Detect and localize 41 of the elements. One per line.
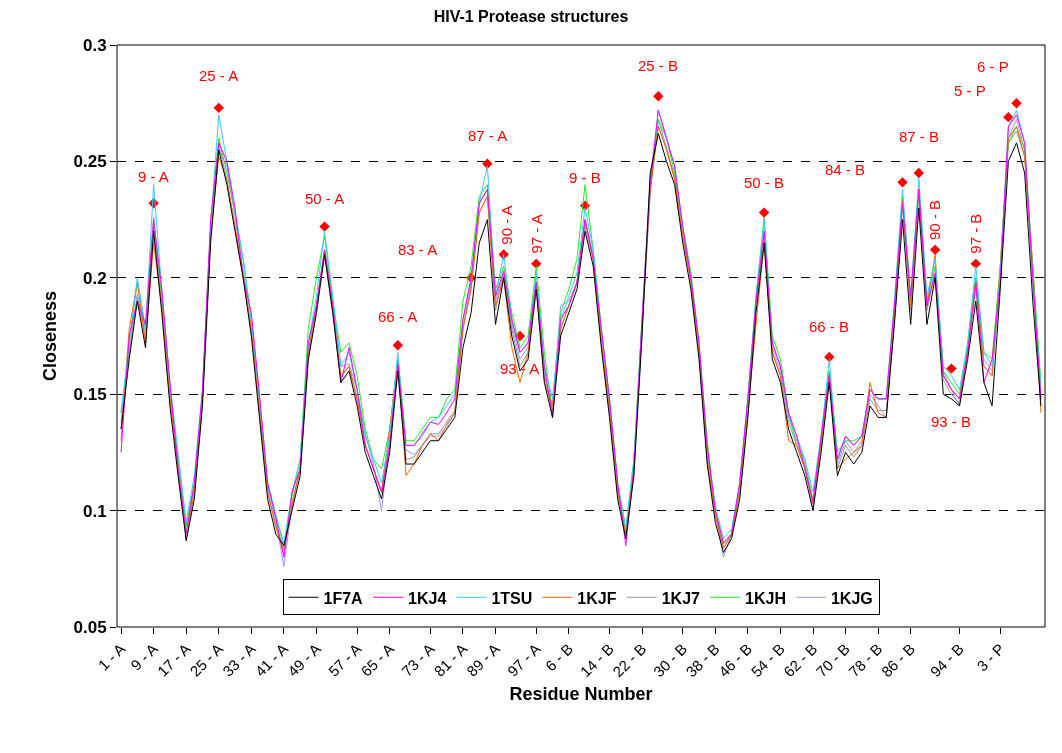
legend-label: 1KJ7 <box>661 589 701 607</box>
annotation: 90 - A <box>497 205 515 245</box>
y-tick-label: 0.05 <box>73 617 107 637</box>
x-axis-title: Residue Number <box>509 684 653 705</box>
annotation: 25 - B <box>638 57 679 74</box>
legend-label: 1KJF <box>577 589 617 607</box>
x-tick-label: 94 - B <box>926 639 967 681</box>
annotation: 9 - B <box>569 169 601 186</box>
annotation: 84 - B <box>825 161 866 178</box>
y-tick-label: 0.2 <box>82 268 107 288</box>
y-tick-label: 0.1 <box>82 501 107 521</box>
annotation: 25 - A <box>199 67 239 84</box>
annotation: 66 - B <box>809 318 850 335</box>
y-tick-label: 0.3 <box>82 35 107 55</box>
annotation: 50 - A <box>305 190 345 207</box>
annotation: 87 - A <box>468 127 508 144</box>
legend-label: 1F7A <box>323 589 364 607</box>
x-tick-label: 1 - A <box>94 639 129 674</box>
annotation: 83 - A <box>398 241 438 258</box>
annotation: 93 - B <box>931 413 972 430</box>
x-tick-label: 3 - P <box>973 639 1008 675</box>
annotation: 90 - B <box>926 199 944 240</box>
y-tick-label: 0.15 <box>73 385 107 405</box>
x-tick-label: 6 - B <box>541 639 577 675</box>
annotation: 50 - B <box>744 174 785 191</box>
annotation: 5 - P <box>954 82 986 99</box>
legend-label: 1TSU <box>491 589 533 607</box>
annotation: 87 - B <box>899 128 940 145</box>
y-axis-title: Closeness <box>39 290 60 382</box>
y-tick-label: 0.25 <box>73 152 107 172</box>
annotation: 66 - A <box>378 308 418 325</box>
x-tick-label: 97 - A <box>503 639 544 680</box>
chart-title: HIV-1 Protease structures <box>433 8 629 26</box>
annotation: 93 - A <box>500 360 540 377</box>
annotation: 6 - P <box>977 58 1009 75</box>
legend-label: 1KJ4 <box>408 589 447 607</box>
legend-label: 1KJH <box>745 589 786 607</box>
annotation: 97 - B <box>966 213 984 254</box>
annotation: 97 - A <box>527 214 545 254</box>
annotation: 9 - A <box>138 168 169 185</box>
legend-label: 1KJG <box>830 589 873 607</box>
